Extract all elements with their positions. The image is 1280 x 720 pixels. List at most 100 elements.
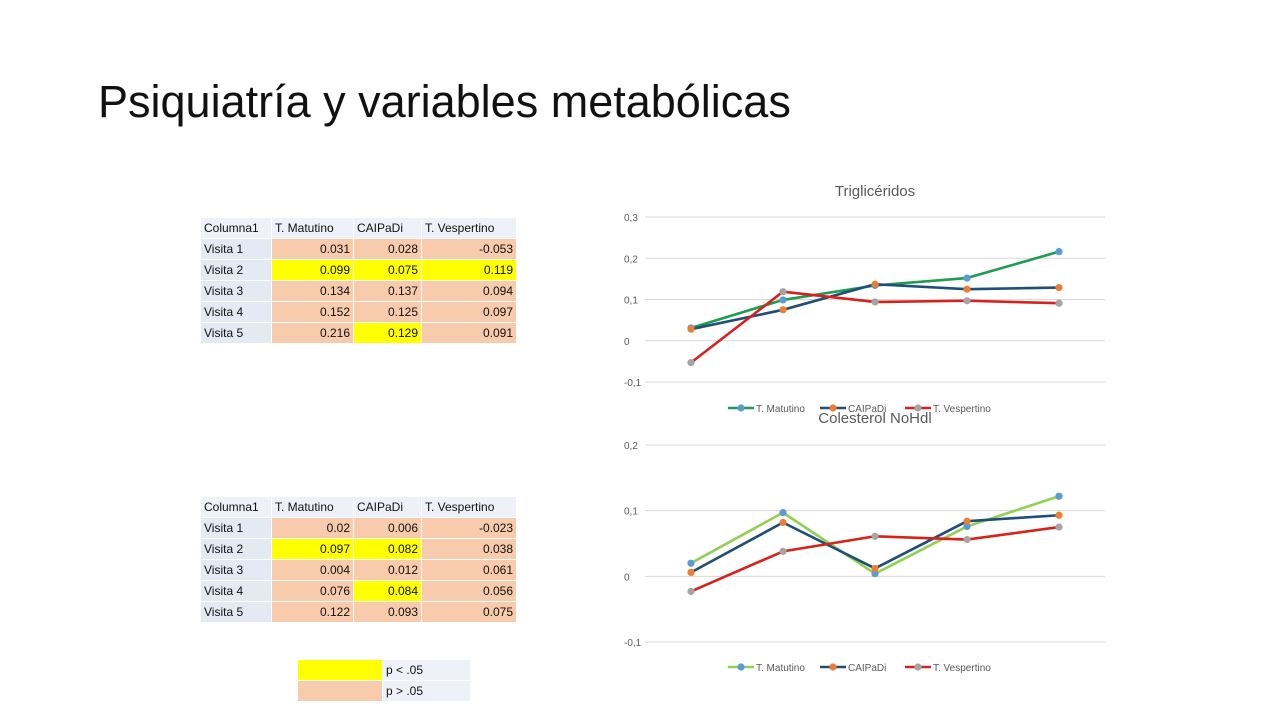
legend-entry: T. Vespertino	[905, 404, 991, 415]
table-cell: 0.119	[421, 259, 517, 281]
table-header-row: Columna1 T. Matutino CAIPaDi T. Vespertino	[200, 217, 517, 239]
y-tick-label: 0,1	[624, 296, 638, 307]
row-label: Visita 4	[200, 580, 272, 602]
table-cell: 0.091	[421, 322, 517, 344]
column-header: CAIPaDi	[353, 496, 422, 518]
row-label: Visita 1	[200, 517, 272, 539]
data-point	[871, 564, 879, 573]
y-tick-label: 0,1	[624, 507, 638, 518]
table-row: Visita 1 0.02 0.006 -0.023	[200, 517, 517, 539]
significance-legend: p < .05 p > .05	[297, 659, 471, 702]
legend-label: T. Matutino	[756, 663, 805, 674]
data-point	[1055, 511, 1063, 519]
table-row: Visita 4 0.076 0.084 0.056	[200, 580, 517, 602]
table-cell: 0.061	[421, 559, 517, 581]
y-tick-label: 0	[624, 337, 630, 348]
column-header: T. Vespertino	[421, 217, 517, 239]
table-cell: 0.006	[353, 517, 422, 539]
chart-title: Triglicéridos	[835, 183, 915, 200]
column-header: Columna1	[200, 217, 272, 239]
table-cell: 0.152	[271, 301, 354, 323]
data-point	[871, 570, 879, 578]
series-line	[690, 513, 1060, 574]
legend-row-significant: p < .05	[297, 659, 471, 681]
legend-row-nonsignificant: p > .05	[297, 680, 471, 702]
column-header: Columna1	[200, 496, 272, 518]
y-tick-label: 0,3	[624, 213, 638, 224]
table-cell: -0.023	[421, 517, 517, 539]
table-cell: 0.084	[353, 580, 422, 602]
data-point	[779, 518, 787, 527]
table-cell: 0.031	[271, 238, 354, 260]
triglicerides-chart: -0,1 0 0,1 0,2 0,3 Triglicéridos T. Matutino CA…	[624, 183, 1105, 415]
data-point	[687, 587, 695, 596]
table-cell: 0.038	[421, 538, 517, 560]
table-cell: 0.137	[353, 280, 422, 302]
y-tick-label: 0	[624, 572, 630, 583]
data-point	[963, 274, 971, 282]
chart-title: Colesterol NoHdl	[818, 410, 931, 427]
table-row: Visita 2 0.097 0.082 0.038	[200, 538, 517, 560]
data-point	[963, 285, 971, 293]
data-point	[1055, 283, 1063, 292]
table-cell: 0.097	[421, 301, 517, 323]
data-point	[779, 296, 787, 304]
cholesterol-chart: -0,1 0 0,1 0,2 Colesterol NoHdl T. Matutino CA…	[624, 410, 1105, 674]
table-row: Visita 4 0.152 0.125 0.097	[200, 301, 517, 323]
legend-entry: T. Vespertino	[905, 663, 991, 674]
row-label: Visita 2	[200, 259, 272, 281]
column-header: CAIPaDi	[353, 217, 422, 239]
y-tick-label: 0,2	[624, 441, 638, 452]
data-point	[871, 532, 879, 540]
table-cell: 0.082	[353, 538, 422, 560]
legend-marker	[829, 663, 837, 671]
row-label: Visita 1	[200, 238, 272, 260]
data-point	[687, 359, 695, 367]
table-row: Visita 5 0.216 0.129 0.091	[200, 322, 517, 344]
series-line	[690, 282, 1060, 331]
legend-label-significant: p < .05	[382, 659, 471, 681]
legend-marker	[737, 404, 745, 412]
data-point	[779, 509, 787, 517]
table-header-row: Columna1 T. Matutino CAIPaDi T. Vespertino	[200, 496, 517, 518]
data-point	[779, 306, 787, 314]
table-cell: 0.075	[421, 601, 517, 623]
column-header: T. Matutino	[271, 496, 354, 518]
legend-label-nonsignificant: p > .05	[382, 680, 471, 702]
table-cell: 0.099	[271, 259, 354, 281]
y-tick-label: 0,2	[624, 254, 638, 265]
row-label: Visita 5	[200, 601, 272, 623]
table-row: Visita 1 0.031 0.028 -0.053	[200, 238, 517, 260]
data-point	[963, 522, 971, 531]
column-header: T. Vespertino	[421, 496, 517, 518]
row-label: Visita 3	[200, 280, 272, 302]
legend-marker	[914, 404, 922, 412]
row-label: Visita 5	[200, 322, 272, 344]
table-cell: 0.134	[271, 280, 354, 302]
row-label: Visita 4	[200, 301, 272, 323]
legend-entry: CAIPaDi	[820, 404, 886, 415]
legend-label: T. Vespertino	[933, 663, 991, 674]
data-point	[963, 517, 971, 525]
data-point	[963, 535, 971, 544]
legend-label: T. Matutino	[756, 404, 805, 415]
slide-title: Psiquiatría y variables metabólicas	[98, 76, 791, 127]
table-cell: 0.129	[353, 322, 422, 344]
data-point	[1055, 492, 1063, 500]
cholesterol-table: Columna1 T. Matutino CAIPaDi T. Vespertino V…	[200, 496, 517, 623]
legend-label: CAIPaDi	[848, 663, 886, 674]
data-point	[1055, 523, 1063, 531]
row-label: Visita 2	[200, 538, 272, 560]
table-row: Visita 3 0.004 0.012 0.061	[200, 559, 517, 581]
table-cell: 0.004	[271, 559, 354, 581]
table-cell: -0.053	[421, 238, 517, 260]
legend-marker	[737, 663, 745, 671]
table-cell: 0.097	[271, 538, 354, 560]
table-cell: 0.094	[421, 280, 517, 302]
legend-swatch-significant	[297, 659, 383, 681]
table-cell: 0.056	[421, 580, 517, 602]
legend-label: CAIPaDi	[848, 404, 886, 415]
table-row: Visita 5 0.122 0.093 0.075	[200, 601, 517, 623]
y-tick-label: -0,1	[624, 378, 642, 389]
legend-marker	[829, 404, 837, 412]
